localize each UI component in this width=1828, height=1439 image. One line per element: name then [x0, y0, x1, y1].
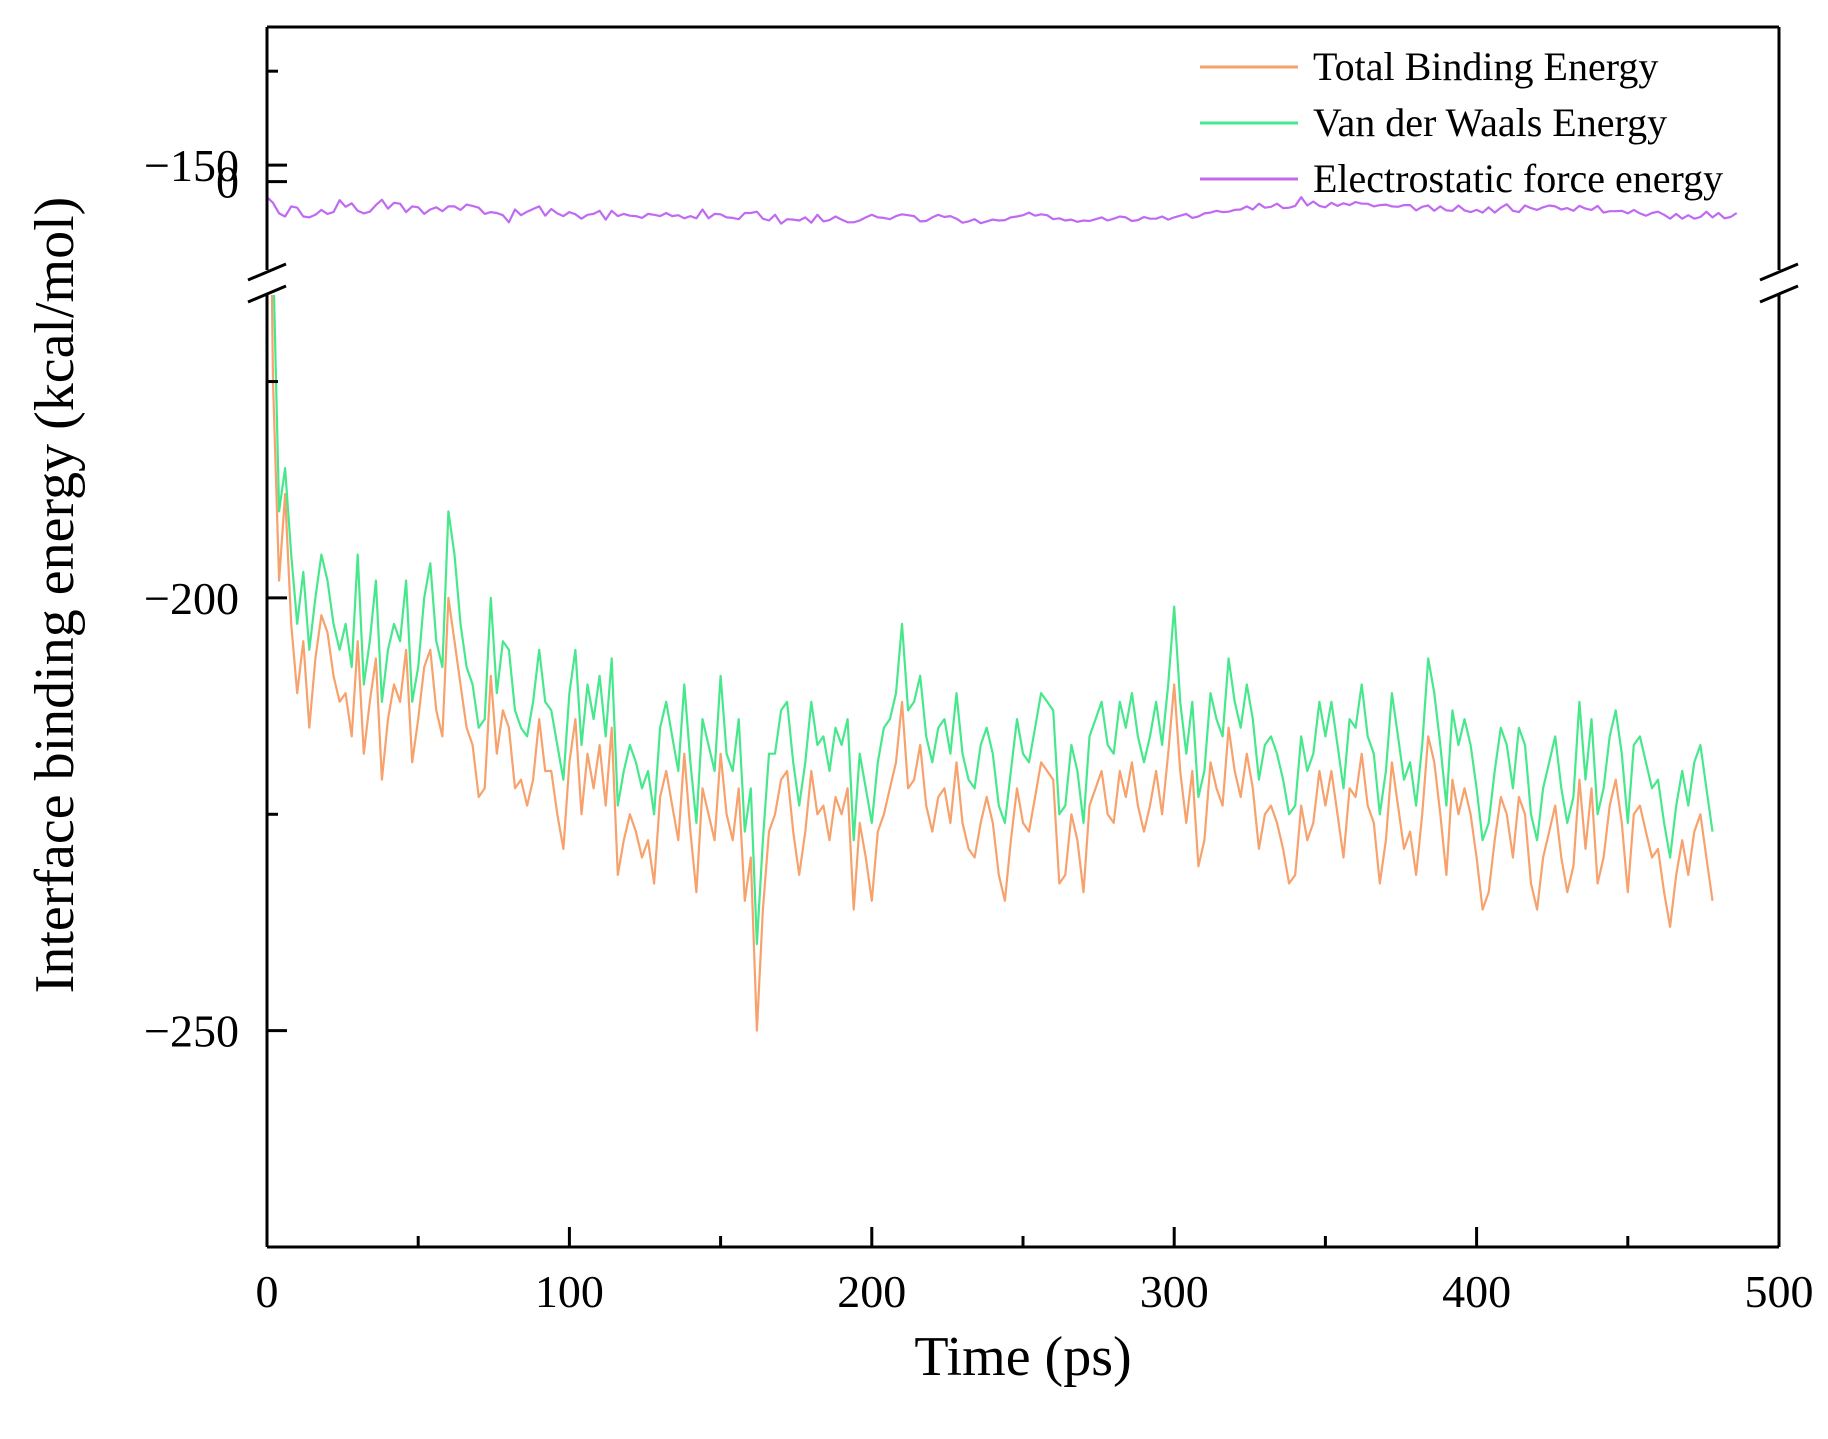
- y-axis-title: Interface binding energy (kcal/mol): [24, 197, 86, 994]
- x-tick-label: 200: [837, 1266, 906, 1317]
- legend-label: Van der Waals Energy: [1313, 100, 1667, 145]
- x-tick-label: 400: [1442, 1266, 1511, 1317]
- series-line-electrostatic-force-energy: [266, 196, 1738, 225]
- x-tick-label: 500: [1745, 1266, 1814, 1317]
- right-break-mark-lower: [1759, 284, 1799, 304]
- y-tick-label: −150: [144, 140, 239, 191]
- x-tick-label: 100: [535, 1266, 604, 1317]
- legend: Total Binding Energy Van der Waals Energy…: [1200, 44, 1723, 201]
- y-axis-break-mark-upper: [247, 262, 287, 282]
- y-axis-break-mark-lower: [247, 284, 287, 304]
- series-line-van-der-waals-energy: [272, 295, 1714, 946]
- x-tick-label: 300: [1140, 1266, 1209, 1317]
- legend-label: Total Binding Energy: [1313, 44, 1658, 89]
- x-axis-title: Time (ps): [914, 1326, 1131, 1388]
- right-break-mark-upper: [1759, 262, 1799, 282]
- series-layer: [266, 196, 1738, 1032]
- x-tick-label: 0: [256, 1266, 279, 1317]
- y-tick-label: −250: [144, 1006, 239, 1057]
- legend-label: Electrostatic force energy: [1313, 156, 1723, 201]
- y-tick-label: −200: [144, 573, 239, 624]
- y-tick-label: 0: [216, 157, 239, 208]
- series-line-total-binding-energy: [270, 295, 1714, 1032]
